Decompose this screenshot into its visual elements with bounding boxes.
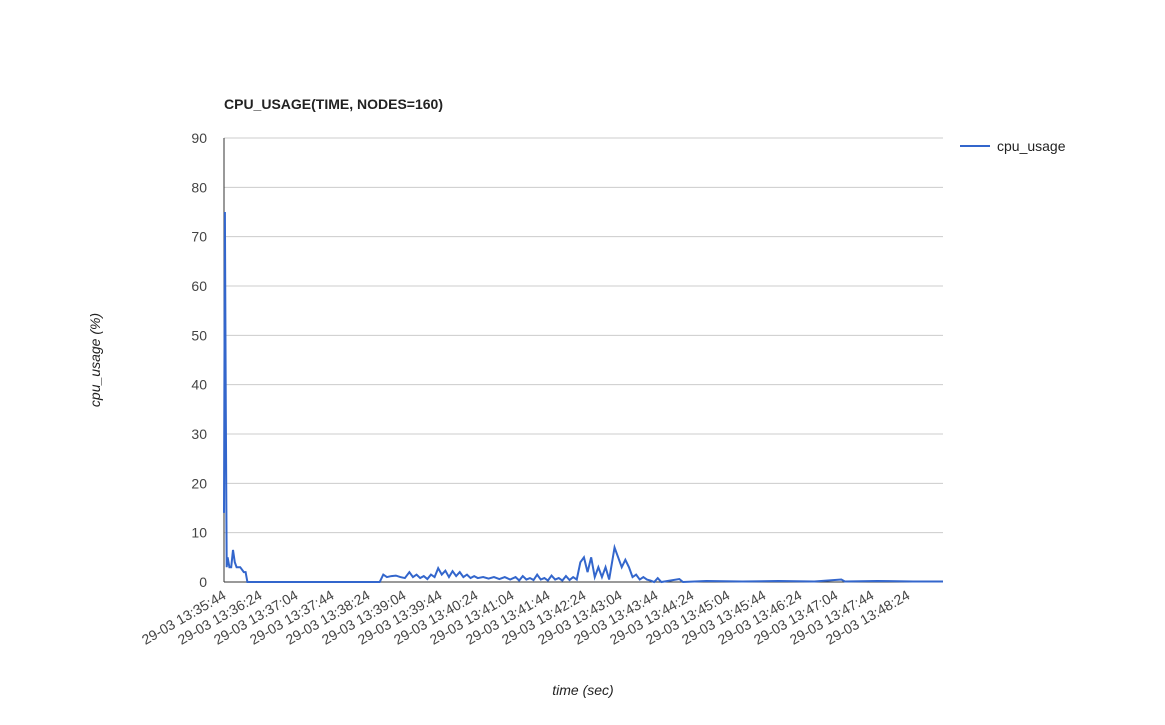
y-tick-label: 80 [191,179,207,195]
legend-label: cpu_usage [997,138,1066,154]
series-line [223,211,943,584]
chart-title: CPU_USAGE(TIME, NODES=160) [224,96,443,112]
y-tick-label: 70 [191,229,207,245]
y-tick-label: 20 [191,475,207,491]
y-tick-label: 60 [191,278,207,294]
x-axis-title: time (sec) [552,682,613,698]
y-tick-label: 50 [191,327,207,343]
y-tick-label: 40 [191,377,207,393]
y-tick-label: 0 [199,574,207,590]
y-tick-label: 90 [191,130,207,146]
y-tick-label: 10 [191,525,207,541]
y-axis-title: cpu_usage (%) [87,313,103,407]
y-tick-label: 30 [191,426,207,442]
